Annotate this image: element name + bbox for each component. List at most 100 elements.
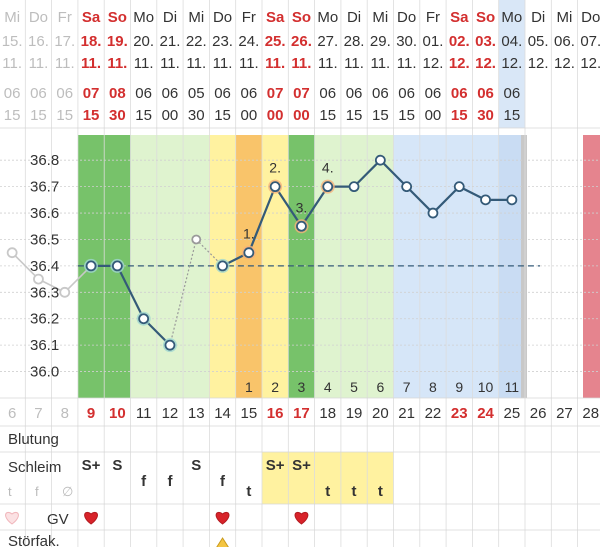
high-temp-label: 3. <box>296 199 308 215</box>
cycle-day-number: 8 <box>61 405 69 422</box>
header-dm: 20. <box>133 33 154 50</box>
header-m: 15 <box>83 107 100 124</box>
header-mon: 11. <box>291 55 311 72</box>
header-mon: 11. <box>370 55 390 72</box>
temperature-point <box>6 247 18 259</box>
header-m: 30 <box>109 107 126 124</box>
temperature-point <box>191 234 202 245</box>
y-axis-tick-label: 36.2 <box>30 311 59 328</box>
temperature-point <box>322 181 334 193</box>
post-ovulation-day: 9 <box>455 379 463 395</box>
header-h: 06 <box>425 85 442 102</box>
phase-band <box>262 135 289 398</box>
header-mon: 11. <box>397 55 417 72</box>
mucus-symbol: S+ <box>266 457 285 474</box>
y-axis-tick-label: 36.0 <box>30 364 59 381</box>
header-mon: 11. <box>134 55 154 72</box>
mucus-symbol: t <box>246 483 251 500</box>
header-dow: Fr <box>58 9 72 26</box>
header-h: 07 <box>83 85 100 102</box>
header-mon: 11. <box>29 55 49 72</box>
cycle-day-number: 18 <box>319 405 336 422</box>
temperature-point <box>59 286 71 298</box>
header-mon: 11. <box>81 55 101 72</box>
temperature-point <box>111 260 123 272</box>
temperature-segment <box>353 159 382 188</box>
header-dm: 04. <box>501 33 522 50</box>
header-h: 06 <box>162 85 179 102</box>
cycle-day-number: 21 <box>398 405 415 422</box>
header-dow: So <box>476 9 495 26</box>
temperature-point <box>506 194 518 206</box>
temperature-point <box>33 273 44 285</box>
header-h: 06 <box>241 85 258 102</box>
header-m: 15 <box>4 107 21 124</box>
header-m: 15 <box>214 107 231 124</box>
header-dow: Sa <box>266 9 285 26</box>
header-m: 15 <box>346 107 363 124</box>
header-h: 06 <box>4 85 21 102</box>
y-axis-tick-label: 36.4 <box>30 258 59 275</box>
next-period-band <box>583 135 600 398</box>
y-axis-tick-label: 36.5 <box>30 231 59 248</box>
cycle-day-number: 10 <box>109 405 126 422</box>
temperature-point <box>243 247 255 259</box>
header-dow: Mi <box>188 9 204 26</box>
header-dow: Di <box>531 9 545 26</box>
header-dm: 24. <box>238 33 259 50</box>
header-mon: 11. <box>239 55 259 72</box>
post-ovulation-day: 7 <box>403 379 411 395</box>
cycle-day-number: 26 <box>530 405 547 422</box>
mucus-sub-label: ∅ <box>62 484 73 499</box>
header-dm: 01. <box>423 33 444 50</box>
cycle-day-number: 25 <box>504 405 521 422</box>
post-ovulation-day: 3 <box>298 379 306 395</box>
header-m: 00 <box>267 107 284 124</box>
header-h: 06 <box>135 85 152 102</box>
cycle-day-number: 9 <box>87 405 95 422</box>
header-dow: Fr <box>426 9 440 26</box>
post-ovulation-day: 6 <box>376 379 384 395</box>
temperature-point <box>164 339 176 351</box>
header-h: 06 <box>319 85 336 102</box>
header-h: 06 <box>451 85 468 102</box>
header-dow: Mo <box>501 9 522 26</box>
post-ovulation-day: 8 <box>429 379 437 395</box>
gv-legend-heart-icon <box>5 511 19 525</box>
header-dm: 22. <box>186 33 207 50</box>
cycle-end-bar <box>521 135 527 398</box>
header-mon: 11. <box>107 55 127 72</box>
intercourse-heart-icon <box>215 511 230 525</box>
mucus-symbol: f <box>167 473 173 490</box>
header-h: 08 <box>109 85 126 102</box>
post-ovulation-day: 1 <box>245 379 253 395</box>
cycle-day-number: 6 <box>8 405 16 422</box>
cycle-day-number: 19 <box>346 405 363 422</box>
temperature-point <box>480 194 491 206</box>
mucus-symbol: S+ <box>82 457 101 474</box>
temperature-segment <box>274 186 303 227</box>
high-temp-label: 2. <box>269 160 281 176</box>
temperature-segment <box>247 186 277 254</box>
temperature-segment <box>405 185 434 214</box>
post-ovulation-day: 10 <box>478 379 494 395</box>
header-mon: 12. <box>554 55 575 72</box>
temperature-point <box>269 181 281 193</box>
header-h: 06 <box>477 85 494 102</box>
temperature-point <box>85 260 97 272</box>
header-mon: 11. <box>55 55 75 72</box>
y-axis-tick-label: 36.8 <box>30 152 59 169</box>
temperature-segment <box>300 186 329 227</box>
mucus-row-label: Schleim <box>8 459 61 476</box>
header-dow: So <box>108 9 127 26</box>
header-dow: Di <box>347 9 361 26</box>
temperature-segment <box>379 159 408 188</box>
header-m: 15 <box>56 107 73 124</box>
bleeding-row-label: Blutung <box>8 431 59 448</box>
mucus-highlight <box>262 452 394 504</box>
cycle-day-number: 24 <box>477 405 494 422</box>
header-h: 05 <box>188 85 205 102</box>
post-ovulation-day: 4 <box>324 379 332 395</box>
